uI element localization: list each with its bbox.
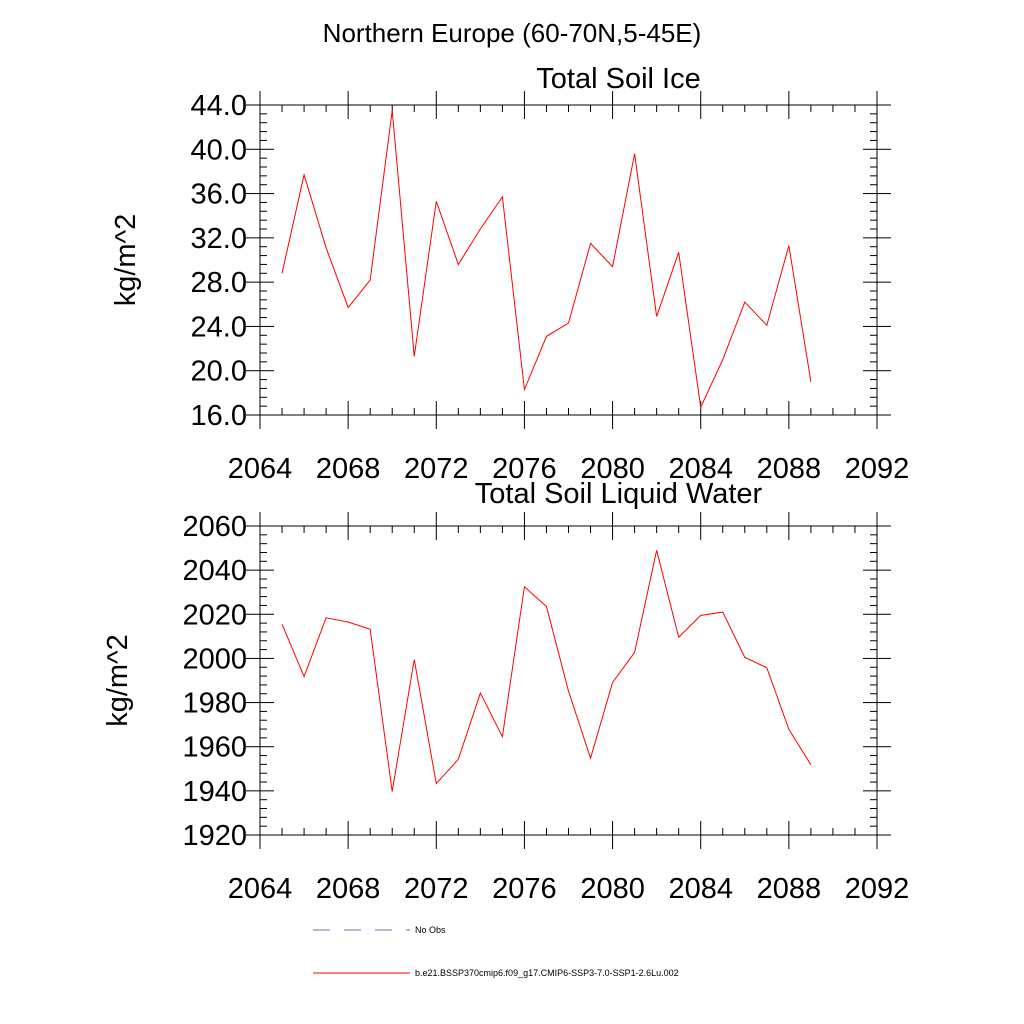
- chart-title: Total Soil Liquid Water: [475, 478, 763, 510]
- x-tick-label: 2076: [492, 873, 557, 905]
- x-tick-label: 2088: [757, 873, 822, 905]
- y-tick-label: 36.0: [191, 179, 247, 211]
- x-tick-label: 2084: [668, 873, 733, 905]
- legend-obs-label: No Obs: [415, 925, 446, 935]
- series-line: [281, 110, 812, 409]
- y-tick-label: 1960: [182, 732, 247, 764]
- y-axis-label: kg/m^2: [110, 214, 142, 307]
- y-tick-label: 1920: [182, 820, 247, 852]
- chart-panel-total-soil-liquid-water: Total Soil Liquid Water kg/m^2 2064 2068 207…: [102, 478, 909, 905]
- x-tick-label: 2072: [404, 453, 469, 485]
- y-tick-label: 1980: [182, 688, 247, 720]
- x-tick-label: 2092: [845, 453, 910, 485]
- y-tick-label: 1940: [182, 776, 247, 808]
- y-tick-label: 44.0: [191, 90, 247, 122]
- x-tick-label: 2072: [404, 873, 469, 905]
- y-tick-label: 16.0: [191, 400, 247, 432]
- x-tick-label: 2064: [228, 873, 293, 905]
- figure-title: Northern Europe (60-70N,5-45E): [323, 18, 702, 48]
- series-line: [281, 550, 812, 792]
- x-tick-label: 2092: [845, 873, 910, 905]
- x-tick-label: 2088: [757, 453, 822, 485]
- x-tick-label: 2080: [580, 873, 645, 905]
- legend: No Obs b.e21.BSSP370cmip6.f09_g17.CMIP6-…: [313, 925, 679, 978]
- y-tick-label: 40.0: [191, 134, 247, 166]
- x-tick-label: 2068: [316, 873, 381, 905]
- y-tick-label: 32.0: [191, 223, 247, 255]
- y-tick-label: 2060: [182, 511, 247, 543]
- legend-series-label: b.e21.BSSP370cmip6.f09_g17.CMIP6-SSP3-7.…: [415, 968, 679, 978]
- x-tick-label: 2084: [668, 453, 733, 485]
- y-tick-label: 2040: [182, 555, 247, 587]
- y-axis-label: kg/m^2: [102, 634, 134, 727]
- y-tick-label: 20.0: [191, 356, 247, 388]
- y-tick-label: 28.0: [191, 267, 247, 299]
- y-tick-label: 2020: [182, 599, 247, 631]
- chart-title: Total Soil Ice: [536, 63, 700, 95]
- x-tick-label: 2080: [580, 453, 645, 485]
- x-tick-label: 2068: [316, 453, 381, 485]
- y-tick-label: 2000: [182, 643, 247, 675]
- y-tick-label: 24.0: [191, 311, 247, 343]
- x-tick-label: 2064: [228, 453, 293, 485]
- x-tick-label: 2076: [492, 453, 557, 485]
- chart-panel-total-soil-ice: Total Soil Ice kg/m^2 2064 2068 2072 2076 2080…: [110, 63, 909, 485]
- plot-frame: [259, 525, 878, 836]
